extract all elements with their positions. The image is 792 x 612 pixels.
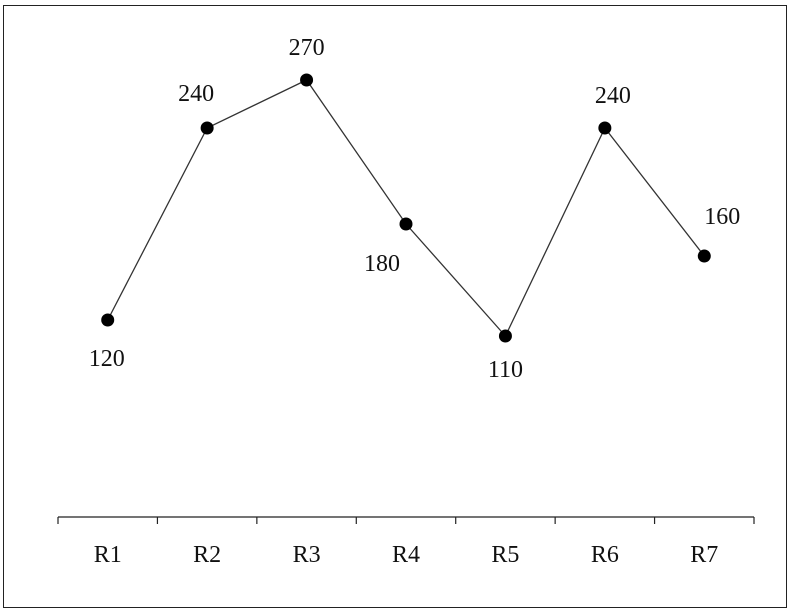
data-label: 120 [89, 346, 125, 372]
marker-layer [101, 73, 711, 343]
data-point [697, 249, 711, 263]
x-tick-label: R3 [293, 542, 321, 568]
x-tick-label: R4 [392, 542, 420, 568]
data-point [498, 329, 512, 343]
series-line-layer [107, 79, 705, 338]
x-tick-label: R1 [94, 542, 122, 568]
data-label: 240 [595, 83, 631, 109]
data-label-layer: 120 240 270 180 110 240 160 [89, 35, 741, 383]
data-label: 270 [289, 35, 325, 61]
data-label: 180 [364, 251, 400, 277]
x-tick-label: R5 [491, 542, 519, 568]
data-point [101, 313, 115, 327]
data-point [300, 73, 314, 87]
data-label: 240 [178, 81, 214, 107]
data-point [399, 217, 413, 231]
data-label: 160 [704, 204, 740, 230]
x-tick-label: R2 [193, 542, 221, 568]
x-tick-label: R6 [591, 542, 619, 568]
series-line [107, 79, 705, 338]
data-point [200, 121, 214, 135]
data-label: 110 [488, 357, 523, 383]
chart-frame [3, 5, 787, 608]
x-tick-label: R7 [690, 542, 718, 568]
data-point [598, 121, 612, 135]
x-axis: R1 R2 R3 R4 R5 R6 R7 [57, 516, 755, 568]
